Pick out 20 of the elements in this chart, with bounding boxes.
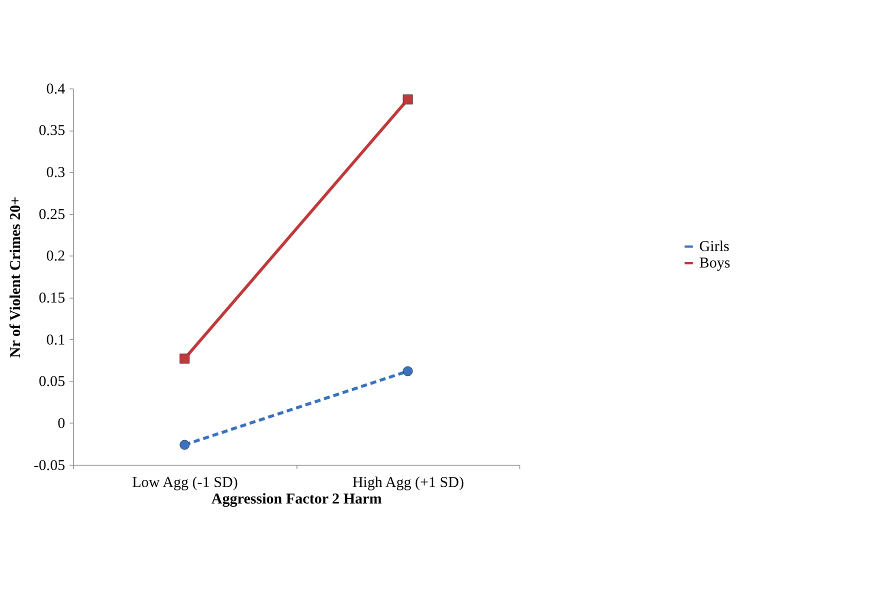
y-tick-label: 0.15 xyxy=(38,290,66,306)
y-tick-label: 0.1 xyxy=(46,332,66,348)
y-tick-label: 0.2 xyxy=(46,248,66,265)
legend-label: Girls xyxy=(699,239,730,256)
point xyxy=(180,354,190,364)
point xyxy=(180,440,190,450)
y-tick-label: 0.35 xyxy=(38,123,66,140)
y-tick-label: -0.05 xyxy=(34,458,66,474)
x-tick-label: Low Agg (-1 SD) xyxy=(132,475,238,492)
y-tick-label: 0 xyxy=(58,416,66,432)
point xyxy=(402,94,413,104)
y-tick-label: 0.25 xyxy=(38,206,66,223)
point xyxy=(402,366,413,376)
y-tick-label: 0.05 xyxy=(38,374,66,390)
y-tick-label: 0.4 xyxy=(46,81,66,98)
y-tick-label: 0.3 xyxy=(46,165,66,182)
legend-label: Boys xyxy=(699,256,730,272)
y-axis-title: Nr of Violent Crimes 20+ xyxy=(8,196,24,358)
x-tick-label: High Agg (+1 SD) xyxy=(352,475,464,492)
x-axis-title: Aggression Factor 2 Harm xyxy=(211,492,382,508)
